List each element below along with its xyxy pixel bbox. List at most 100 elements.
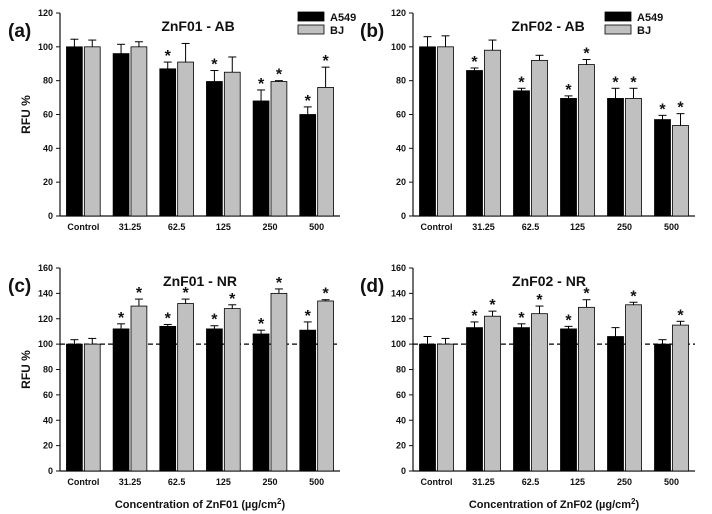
bar-bj: [531, 59, 548, 217]
bar-a549: [607, 98, 624, 217]
legend-swatch-bj: [604, 24, 632, 35]
panel-label: (b): [360, 21, 384, 42]
significance-marker: *: [677, 307, 684, 324]
bar-bj: [578, 64, 595, 217]
legend-label-a549: A549: [330, 12, 356, 24]
significance-marker: *: [165, 48, 172, 65]
x-tick-label: Control: [421, 477, 453, 487]
bar-a549: [513, 327, 530, 472]
y-tick-label: 0: [48, 466, 53, 476]
significance-marker: *: [258, 316, 265, 333]
significance-marker: *: [118, 310, 125, 327]
bar-bj: [130, 305, 148, 472]
x-tick-label: 250: [262, 222, 277, 232]
bar-a549: [252, 333, 270, 472]
x-tick-label: 125: [570, 222, 585, 232]
bar-a549: [112, 328, 130, 472]
significance-marker: *: [583, 46, 590, 63]
significance-marker: *: [165, 310, 172, 327]
bar-bj: [270, 81, 288, 217]
bar-bj: [672, 125, 689, 217]
bar-a549: [159, 68, 177, 217]
x-tick-label: 62.5: [522, 222, 540, 232]
significance-marker: *: [565, 312, 572, 329]
chart-title: ZnF01 - NR: [163, 273, 237, 289]
y-tick-label: 120: [38, 8, 53, 18]
y-tick-label: 100: [38, 42, 53, 52]
significance-marker: *: [630, 288, 637, 305]
bar-a549: [112, 53, 130, 217]
x-tick-label: 500: [664, 222, 679, 232]
y-tick-label: 140: [38, 288, 53, 298]
y-tick-label: 60: [396, 390, 406, 400]
x-tick-label: 250: [262, 477, 277, 487]
significance-marker: *: [659, 101, 666, 118]
y-tick-label: 20: [43, 177, 53, 187]
y-tick-label: 40: [43, 143, 53, 153]
bar-bj: [223, 308, 241, 472]
y-tick-label: 120: [391, 314, 406, 324]
bar-bj: [83, 46, 101, 217]
significance-marker: *: [322, 53, 329, 70]
bar-a549: [66, 46, 83, 217]
bar-a549: [66, 343, 83, 472]
significance-marker: *: [565, 82, 572, 99]
bar-a549: [466, 327, 483, 472]
bar-bj: [270, 292, 288, 472]
significance-marker: *: [305, 308, 312, 325]
x-tick-label: 125: [216, 222, 231, 232]
bar-bj: [578, 306, 595, 472]
significance-marker: *: [258, 76, 265, 93]
bar-a549: [159, 325, 177, 472]
y-tick-label: 0: [48, 211, 53, 221]
x-tick-label: 125: [570, 477, 585, 487]
bar-a549: [206, 328, 223, 472]
significance-marker: *: [182, 285, 189, 302]
chart-title: ZnF02 - AB: [511, 18, 584, 34]
chart-title: ZnF01 - AB: [161, 18, 234, 34]
y-tick-label: 120: [391, 8, 406, 18]
bar-a549: [299, 114, 317, 217]
y-tick-label: 100: [391, 339, 406, 349]
x-tick-label: 500: [664, 477, 679, 487]
significance-marker: *: [211, 312, 218, 329]
significance-marker: *: [677, 100, 684, 117]
significance-marker: *: [612, 74, 619, 91]
panel-c: (c) ZnF01 - NR 0 20 40 60 80 100 120 140 160 RFU % C…: [8, 263, 340, 511]
bar-a549: [513, 90, 530, 217]
bar-bj: [223, 71, 241, 217]
legend-label-bj: BJ: [330, 25, 344, 37]
y-tick-label: 80: [43, 76, 53, 86]
y-tick-label: 140: [391, 288, 406, 298]
bar-bj: [177, 303, 194, 472]
y-tick-label: 80: [396, 365, 406, 375]
x-tick-label: 62.5: [168, 222, 186, 232]
x-tick-label: Control: [67, 222, 99, 232]
significance-marker: *: [583, 286, 590, 303]
x-tick-label: 31.25: [472, 222, 495, 232]
bar-a549: [419, 46, 436, 217]
x-tick-label: 500: [309, 477, 324, 487]
y-tick-label: 0: [401, 211, 406, 221]
significance-marker: *: [276, 67, 283, 84]
x-tick-label: Control: [67, 477, 99, 487]
panel-label: (a): [8, 21, 31, 42]
y-tick-label: 60: [43, 110, 53, 120]
panel-label: (d): [360, 276, 384, 297]
legend-swatch-a549: [604, 11, 632, 22]
bar-bj: [672, 324, 689, 472]
bar-bj: [531, 313, 548, 472]
legend-label-a549: A549: [637, 12, 663, 24]
bar-bj: [317, 300, 334, 472]
y-tick-label: 80: [43, 365, 53, 375]
y-tick-label: 100: [391, 42, 406, 52]
significance-marker: *: [630, 74, 637, 91]
bar-bj: [83, 343, 101, 472]
y-tick-label: 20: [396, 177, 406, 187]
x-tick-label: 500: [309, 222, 324, 232]
x-tick-label: 62.5: [522, 477, 540, 487]
bar-bj: [625, 98, 642, 217]
y-tick-label: 20: [396, 441, 406, 451]
significance-marker: *: [305, 93, 312, 110]
y-tick-label: 0: [401, 466, 406, 476]
